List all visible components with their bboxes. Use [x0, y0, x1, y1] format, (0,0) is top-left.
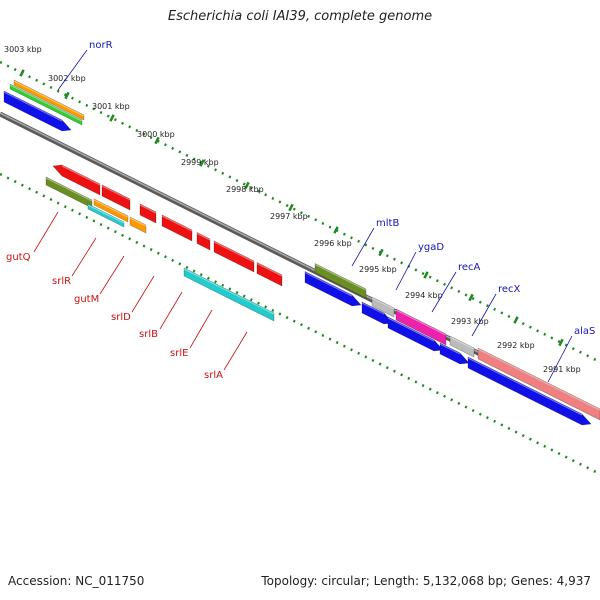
kbp-label: 2995 kbp [359, 265, 397, 274]
kbp-label: 3003 kbp [4, 45, 42, 54]
gene-bar-srlE-red [52, 164, 101, 196]
gene-label-norR: norR [89, 40, 113, 51]
gene-bar-grey [371, 296, 395, 318]
gene-label-gutQ: gutQ [6, 252, 31, 263]
kbp-label: 2992 kbp [497, 341, 535, 350]
gene-label-gutM: gutM [74, 294, 99, 305]
gene-bar-srlA-cyan [183, 267, 275, 322]
gene-bar-red [101, 184, 131, 211]
gene-label-recA: recA [458, 262, 481, 273]
kbp-tick [513, 316, 519, 324]
kbp-label: 2997 kbp [270, 212, 308, 221]
gene-label-srlD: srlD [111, 312, 131, 323]
kbp-tick [378, 248, 384, 257]
kbp-tick [558, 338, 564, 347]
kbp-label: 3000 kbp [137, 130, 175, 139]
kbp-tick [109, 114, 115, 122]
kbp-tick [154, 136, 160, 145]
accession-text: Accession: NC_011750 [8, 574, 145, 588]
kbp-label: 2994 kbp [405, 291, 443, 300]
gene-label-srlB: srlB [139, 329, 158, 340]
kbp-tick [468, 293, 474, 302]
gene-bar-blue [387, 316, 444, 352]
gene-bar-mltB-olive [314, 263, 367, 299]
kbp-tick [423, 271, 429, 279]
gene-bar-grey [449, 335, 475, 358]
gene-bar-blue [467, 356, 592, 426]
kbp-label: 2993 kbp [451, 317, 489, 326]
gene-bar-red-small [196, 232, 211, 251]
gene-bar-recA-magenta [395, 308, 447, 346]
kbp-label: 3001 kbp [92, 102, 130, 111]
gene-bar-blue [3, 90, 72, 132]
kbp-label: 3002 kbp [48, 74, 86, 83]
gene-bar-gutM-orange [93, 198, 129, 223]
kbp-tick [19, 69, 25, 77]
outer-tick-ring [0, 60, 600, 364]
kbp-tick [333, 226, 339, 234]
gene-bar-red-small [139, 203, 157, 224]
gene-bar-red [161, 214, 193, 242]
genome-summary-text: Topology: circular; Length: 5,132,068 bp… [261, 574, 591, 588]
kbp-label: 2996 kbp [314, 239, 352, 248]
kbp-label: 2999 kbp [181, 158, 219, 167]
gene-bar-orange-small [129, 216, 147, 234]
kbp-label-layer: 3003 kbp 3002 kbp 3001 kbp 3000 kbp 2999 kbp… [4, 45, 581, 374]
kbp-label: 2991 kbp [543, 365, 581, 374]
gene-bar-green [9, 83, 83, 126]
gene-bar-red [256, 262, 283, 287]
gene-label-alaS: alaS [574, 326, 595, 337]
gene-bar-orange [13, 79, 85, 121]
gene-label-srlR: srlR [52, 276, 71, 287]
gene-bar-cyan [87, 203, 125, 228]
gene-bar-alaS-salmon [477, 347, 600, 421]
kbp-label: 2998 kbp [226, 185, 264, 194]
feature-layer [3, 79, 600, 426]
gene-label-mltB: mltB [376, 218, 399, 229]
gene-label-ygaD: ygaD [418, 242, 444, 253]
gene-bar-red [213, 240, 255, 273]
kbp-tick [288, 203, 294, 212]
gene-bar-blue [304, 271, 362, 307]
kbp-tick [64, 91, 70, 100]
kbp-tick [244, 181, 250, 190]
gene-label-srlA: srlA [204, 370, 223, 381]
gene-label-recX: recX [498, 284, 521, 295]
gene-bar-blue-small [439, 342, 470, 365]
gene-label-srlE: srlE [170, 348, 188, 359]
map-title: Escherichia coli IAI39, complete genome [167, 9, 433, 24]
kbp-tick [199, 159, 205, 167]
